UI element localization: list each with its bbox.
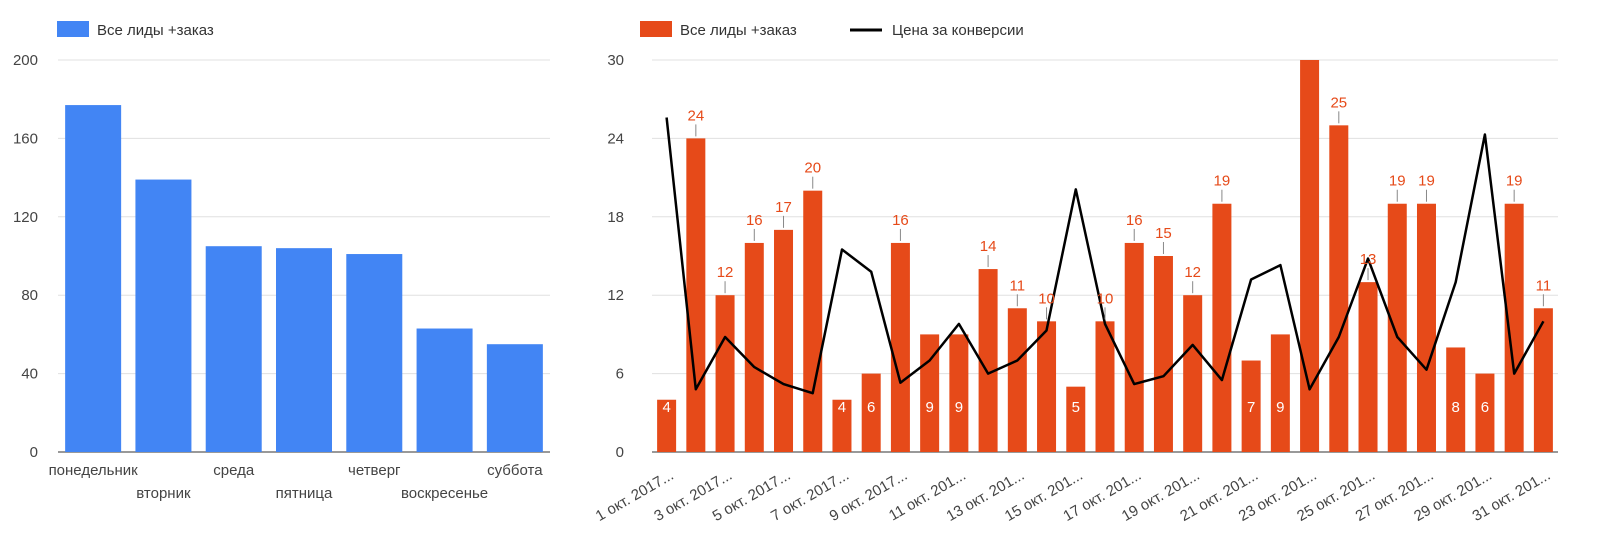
bar-data-label: 20: [804, 160, 821, 177]
right-y-tick-label: 30: [607, 52, 624, 69]
weekday-bar: [486, 344, 543, 452]
weekday-bar: [346, 254, 403, 452]
left-y-tick-label: 80: [21, 287, 38, 304]
left-legend: Все лиды +заказ: [57, 21, 214, 39]
weekday-x-tick-label: среда: [213, 462, 255, 479]
weekday-x-tick-label: воскресенье: [401, 485, 488, 502]
daily-leads-bar: [1387, 203, 1407, 452]
daily-leads-bar: [1212, 203, 1232, 452]
daily-leads-bar: [1329, 125, 1349, 452]
weekday-x-tick-label: понедельник: [49, 462, 139, 479]
weekday-bar: [416, 328, 473, 452]
right-legend-swatch-leads: [640, 21, 672, 37]
bar-data-label: 11: [1536, 277, 1552, 294]
bar-data-label: 4: [662, 399, 670, 416]
weekday-x-tick-label: четверг: [348, 462, 401, 479]
daily-leads-bar: [832, 399, 852, 452]
bar-data-label: 9: [955, 399, 963, 416]
bar-data-label: 16: [892, 212, 909, 229]
daily-leads-bar: [1095, 321, 1115, 452]
daily-leads-bar: [1270, 334, 1290, 452]
bar-data-label: 17: [775, 199, 792, 216]
bar-data-label: 12: [1184, 264, 1201, 281]
daily-leads-bar: [715, 295, 735, 452]
right-legend: Все лиды +заказ Цена за конверсии: [640, 21, 1024, 39]
daily-leads-bar: [978, 269, 998, 452]
right-y-tick-label: 12: [607, 287, 624, 304]
bar-data-label: 16: [746, 212, 763, 229]
daily-leads-bar: [1446, 347, 1466, 452]
daily-leads-bar: [861, 373, 881, 452]
weekday-x-tick-label: пятница: [276, 485, 333, 502]
weekday-bar: [205, 246, 262, 452]
right-legend-label-leads: Все лиды +заказ: [680, 22, 797, 39]
left-legend-label: Все лиды +заказ: [97, 22, 214, 39]
daily-leads-bar: [890, 242, 910, 452]
daily-leads-bar: [803, 190, 823, 452]
right-y-tick-label: 18: [607, 209, 624, 226]
bar-data-label: 7: [1247, 399, 1255, 416]
right-y-tick-label: 24: [607, 130, 624, 147]
left-y-tick-label: 200: [13, 52, 38, 69]
right-y-tick-label: 0: [616, 444, 624, 461]
bar-data-label: 4: [838, 399, 846, 416]
bar-data-label: 9: [925, 399, 933, 416]
weekday-bar: [276, 248, 332, 452]
bar-data-label: 5: [1072, 399, 1080, 416]
weekday-bar: [65, 105, 122, 452]
daily-leads-bar: [1037, 321, 1057, 452]
bar-data-label: 10: [1097, 290, 1114, 307]
bar-data-label: 19: [1506, 173, 1523, 190]
bar-data-label: 10: [1038, 290, 1055, 307]
bar-data-label: 11: [1010, 277, 1026, 294]
bar-data-label: 19: [1214, 173, 1231, 190]
bar-data-label: 16: [1126, 212, 1143, 229]
daily-leads-bar: [774, 229, 794, 452]
daily-leads-bar: [1241, 360, 1261, 452]
daily-leads-bar: [1066, 386, 1086, 452]
daily-leads-bar: [657, 399, 677, 452]
bar-data-label: 19: [1418, 173, 1435, 190]
weekday-x-tick-label: суббота: [487, 462, 543, 479]
daily-leads-bar: [1124, 242, 1144, 452]
bar-data-label: 8: [1452, 399, 1460, 416]
right-legend-label-cost: Цена за конверсии: [892, 22, 1024, 39]
cost-per-conversion-line: [665, 117, 1545, 395]
weekday-bar: [135, 179, 192, 452]
left-legend-swatch: [57, 21, 89, 37]
bar-data-label: 12: [717, 264, 734, 281]
bar-data-label: 6: [1481, 399, 1489, 416]
bar-data-label: 13: [1360, 251, 1377, 268]
daily-leads-bar: [1475, 373, 1495, 452]
daily-leads-bar: [1358, 282, 1378, 452]
daily-leads-bar: [744, 242, 764, 452]
bar-data-label: 9: [1276, 399, 1284, 416]
daily-leads-bar: [949, 334, 969, 452]
daily-leads-bar: [1300, 60, 1320, 452]
daily-leads-chart: Все лиды +заказ Цена за конверсии 0 6 12 18…: [593, 21, 1558, 525]
daily-leads-bar: [1504, 203, 1524, 452]
daily-leads-bar: [1007, 308, 1027, 452]
daily-leads-bar: [1183, 295, 1203, 452]
left-y-tick-label: 40: [21, 366, 38, 383]
daily-leads-bar: [1153, 256, 1173, 452]
daily-leads-bar: [1416, 203, 1436, 452]
weekday-x-tick-label: вторник: [136, 485, 191, 502]
daily-leads-bar: [1533, 308, 1553, 452]
daily-leads-bar: [686, 138, 706, 452]
bar-data-label: 6: [867, 399, 875, 416]
weekday-leads-chart: Все лиды +заказ 0 40 80 120 160 200 понедельн…: [13, 21, 550, 502]
bar-data-label: 19: [1389, 173, 1406, 190]
left-y-tick-label: 160: [13, 130, 38, 147]
left-y-tick-label: 0: [30, 444, 38, 461]
bar-data-label: 25: [1330, 94, 1347, 111]
bar-data-label: 15: [1155, 225, 1172, 242]
bar-data-label: 14: [980, 238, 997, 255]
bar-data-label: 24: [687, 107, 704, 124]
left-y-tick-label: 120: [13, 209, 38, 226]
right-y-tick-label: 6: [616, 366, 624, 383]
